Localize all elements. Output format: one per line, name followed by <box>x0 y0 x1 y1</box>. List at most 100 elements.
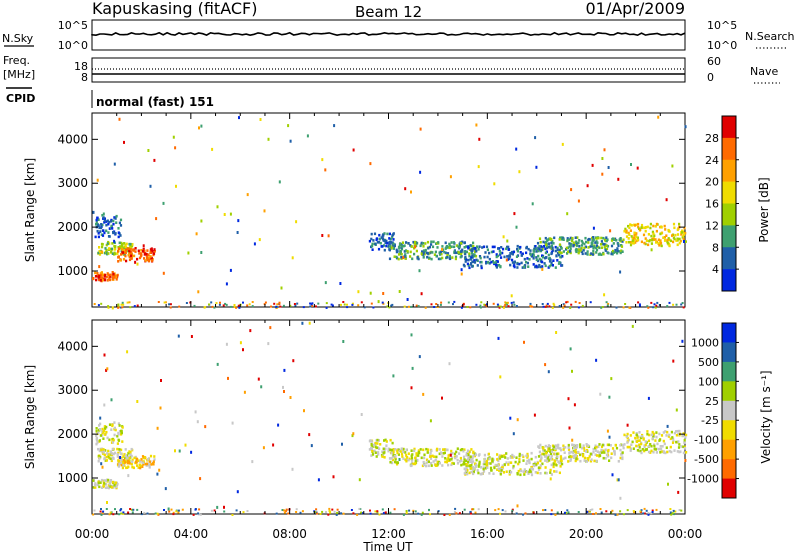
power-data-point <box>380 245 383 248</box>
power-scatter-point <box>407 305 410 308</box>
velocity-scatter-point <box>335 513 338 516</box>
power-data-point <box>108 227 111 230</box>
velocity-data-point <box>629 449 632 452</box>
power-scatter-point <box>204 306 207 309</box>
power-data-point <box>569 251 572 255</box>
velocity-data-point <box>467 455 470 459</box>
velocity-data-point <box>530 467 533 470</box>
power-data-point <box>498 263 501 267</box>
velocity-data-point <box>548 447 551 450</box>
power-data-point <box>625 235 629 238</box>
velocity-data-point <box>611 447 615 450</box>
power-data-point <box>532 257 535 260</box>
velocity-data-point <box>456 447 459 450</box>
velocity-data-point <box>518 454 521 458</box>
power-scatter-point <box>652 306 655 309</box>
velocity-data-point <box>392 448 395 451</box>
velocity-data-point <box>117 465 120 468</box>
power-data-point <box>393 255 396 258</box>
power-data-point <box>386 241 389 245</box>
velocity-data-point <box>609 444 612 447</box>
velocity-data-point <box>499 472 502 476</box>
power-data-point <box>642 233 646 237</box>
velocity-data-point <box>94 486 97 489</box>
nsky-right-tick-bottom: 10^0 <box>707 39 737 52</box>
velocity-scatter-point <box>566 509 569 512</box>
velocity-data-point <box>129 453 132 456</box>
power-speck-point <box>197 290 200 294</box>
power-data-point <box>472 260 475 264</box>
power-scatter-point <box>403 305 406 308</box>
velocity-data-point <box>561 462 564 466</box>
velocity-scatter-point <box>477 508 480 511</box>
velocity-data-point <box>465 451 468 455</box>
velocity-scatter-point <box>605 510 608 513</box>
velocity-data-point <box>670 450 673 454</box>
velocity-scatter-point <box>327 513 330 516</box>
power-data-point <box>444 241 447 245</box>
power-data-point <box>587 246 590 249</box>
velocity-data-point <box>95 437 98 441</box>
power-speck-point <box>236 231 239 234</box>
velocity-data-point <box>497 464 500 467</box>
velocity-data-point <box>535 463 538 466</box>
power-data-point <box>94 275 98 278</box>
power-data-point <box>124 244 127 247</box>
power-data-point <box>123 253 126 256</box>
power-data-point <box>466 262 469 266</box>
power-data-point <box>578 245 581 248</box>
power-data-point <box>119 218 123 222</box>
velocity-data-point <box>655 451 658 454</box>
power-data-point <box>561 237 564 241</box>
power-scatter-point <box>615 306 618 309</box>
velocity-data-point <box>498 454 501 457</box>
velocity-data-point <box>474 465 477 469</box>
velocity-data-point <box>681 434 684 438</box>
velocity-data-point <box>415 452 418 455</box>
power-data-point <box>532 249 535 252</box>
power-data-point <box>105 275 108 279</box>
power-data-point <box>490 250 493 254</box>
power-data-point <box>663 224 666 228</box>
power-data-point <box>678 222 681 226</box>
velocity-colorbar-title: Velocity [m s⁻¹] <box>759 370 773 463</box>
power-data-point <box>113 216 116 219</box>
power-data-point <box>108 278 112 282</box>
velocity-data-point <box>131 460 134 463</box>
power-data-point <box>526 257 529 260</box>
velocity-data-point <box>554 452 557 456</box>
power-data-point <box>371 248 374 251</box>
power-data-point <box>97 232 100 235</box>
power-scatter-point <box>558 305 561 307</box>
velocity-data-point <box>460 463 463 467</box>
power-data-point <box>458 245 461 249</box>
power-data-point <box>666 238 669 242</box>
power-data-point <box>478 255 482 258</box>
velocity-data-point <box>648 433 651 437</box>
power-scatter-point <box>430 303 433 306</box>
velocity-data-point <box>377 451 380 454</box>
power-data-point <box>639 228 642 231</box>
power-data-point <box>392 233 395 236</box>
velocity-data-point <box>482 467 485 471</box>
time-tick-label: 12:00 <box>371 527 406 541</box>
power-data-point <box>647 233 650 236</box>
freq-label-line2: [MHz] <box>3 68 35 81</box>
velocity-data-point <box>544 455 547 458</box>
power-data-point <box>485 261 488 265</box>
velocity-data-point <box>98 449 101 453</box>
velocity-speck-point <box>227 376 229 380</box>
power-data-point <box>550 252 553 255</box>
velocity-data-point <box>672 439 675 443</box>
velocity-data-point <box>427 464 430 468</box>
velocity-scatter-point <box>192 513 195 516</box>
power-data-point <box>404 249 408 252</box>
velocity-scatter-point <box>472 508 475 511</box>
power-data-point <box>464 252 467 255</box>
power-data-point <box>551 264 554 267</box>
velocity-data-point <box>435 455 438 459</box>
velocity-data-point <box>529 470 532 473</box>
power-data-point <box>548 264 551 268</box>
power-scatter-point <box>570 303 573 306</box>
power-scatter-point <box>512 301 515 304</box>
